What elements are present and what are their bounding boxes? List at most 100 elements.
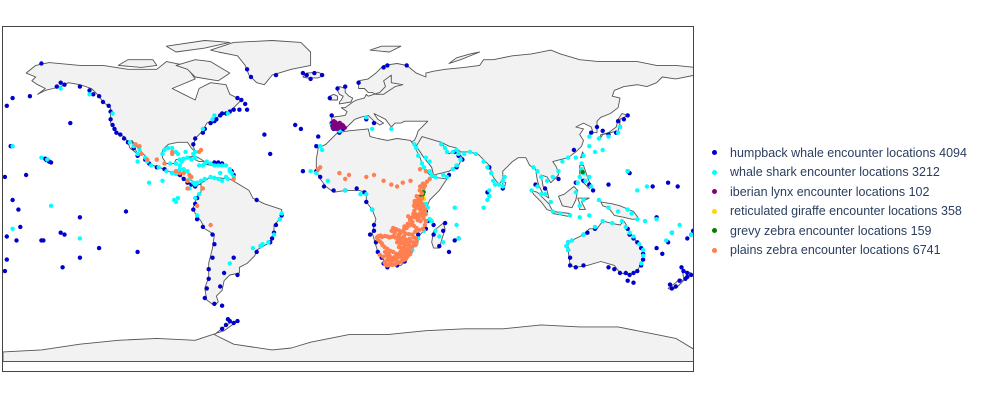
encounter-point[interactable]: [587, 213, 592, 218]
encounter-point[interactable]: [421, 216, 426, 221]
encounter-point[interactable]: [219, 303, 225, 308]
encounter-point[interactable]: [3, 174, 8, 180]
encounter-point[interactable]: [194, 180, 200, 185]
encounter-point[interactable]: [496, 182, 502, 187]
encounter-point[interactable]: [218, 170, 223, 176]
encounter-point[interactable]: [685, 236, 690, 241]
encounter-point[interactable]: [419, 196, 425, 201]
encounter-point[interactable]: [212, 242, 217, 247]
encounter-point[interactable]: [100, 99, 106, 105]
encounter-point[interactable]: [334, 126, 339, 132]
encounter-point[interactable]: [371, 222, 377, 228]
encounter-point[interactable]: [567, 263, 573, 268]
encounter-point[interactable]: [329, 113, 334, 118]
encounter-point[interactable]: [581, 263, 586, 268]
encounter-point[interactable]: [565, 155, 571, 160]
encounter-point[interactable]: [10, 95, 15, 101]
encounter-point[interactable]: [556, 176, 561, 182]
encounter-point[interactable]: [371, 228, 377, 233]
encounter-point[interactable]: [333, 120, 338, 125]
encounter-point[interactable]: [193, 136, 198, 141]
encounter-point[interactable]: [600, 147, 605, 153]
encounter-point[interactable]: [135, 151, 140, 157]
encounter-point[interactable]: [170, 149, 175, 155]
encounter-point[interactable]: [535, 184, 540, 189]
encounter-point[interactable]: [625, 169, 630, 174]
encounter-point[interactable]: [196, 163, 202, 168]
encounter-point[interactable]: [10, 197, 15, 203]
encounter-point[interactable]: [318, 174, 323, 180]
encounter-point[interactable]: [212, 175, 217, 181]
encounter-point[interactable]: [300, 169, 306, 174]
encounter-point[interactable]: [110, 122, 115, 128]
encounter-point[interactable]: [39, 155, 44, 160]
encounter-point[interactable]: [675, 184, 680, 189]
encounter-point[interactable]: [581, 197, 586, 203]
encounter-point[interactable]: [137, 144, 142, 149]
encounter-point[interactable]: [223, 163, 229, 168]
encounter-point[interactable]: [385, 63, 390, 68]
encounter-point[interactable]: [208, 120, 213, 126]
encounter-point[interactable]: [137, 147, 142, 153]
encounter-point[interactable]: [219, 326, 225, 331]
encounter-point[interactable]: [91, 92, 96, 97]
encounter-point[interactable]: [450, 167, 455, 172]
encounter-point[interactable]: [162, 161, 167, 166]
encounter-point[interactable]: [325, 178, 331, 183]
encounter-point[interactable]: [77, 84, 83, 89]
encounter-point[interactable]: [458, 157, 463, 162]
encounter-point[interactable]: [223, 174, 229, 180]
encounter-point[interactable]: [399, 239, 405, 244]
encounter-point[interactable]: [529, 188, 534, 193]
encounter-point[interactable]: [27, 94, 33, 99]
encounter-point[interactable]: [454, 147, 459, 153]
encounter-point[interactable]: [185, 186, 190, 191]
encounter-point[interactable]: [369, 126, 375, 132]
encounter-point[interactable]: [567, 213, 573, 218]
legend-item[interactable]: iberian lynx encounter locations 102: [708, 182, 967, 202]
encounter-point[interactable]: [610, 220, 615, 226]
encounter-point[interactable]: [58, 80, 63, 85]
encounter-point[interactable]: [173, 199, 179, 205]
encounter-point[interactable]: [416, 215, 421, 220]
encounter-point[interactable]: [550, 209, 555, 214]
encounter-point[interactable]: [606, 265, 611, 270]
encounter-point[interactable]: [441, 172, 446, 178]
encounter-point[interactable]: [135, 159, 140, 164]
encounter-point[interactable]: [573, 265, 578, 270]
encounter-point[interactable]: [87, 88, 92, 93]
encounter-point[interactable]: [235, 95, 240, 101]
encounter-point[interactable]: [227, 261, 232, 266]
encounter-point[interactable]: [683, 276, 688, 281]
encounter-point[interactable]: [587, 174, 592, 180]
encounter-point[interactable]: [266, 240, 271, 245]
encounter-point[interactable]: [300, 70, 306, 76]
encounter-point[interactable]: [219, 178, 225, 183]
encounter-point[interactable]: [485, 165, 490, 170]
encounter-point[interactable]: [231, 107, 236, 112]
encounter-point[interactable]: [424, 179, 430, 184]
encounter-point[interactable]: [225, 111, 231, 116]
encounter-point[interactable]: [210, 255, 215, 260]
legend-item[interactable]: reticulated giraffe encounter locations …: [708, 202, 967, 222]
encounter-point[interactable]: [112, 126, 117, 132]
encounter-point[interactable]: [406, 232, 412, 237]
encounter-point[interactable]: [250, 245, 256, 251]
encounter-point[interactable]: [441, 228, 446, 233]
encounter-point[interactable]: [679, 265, 684, 270]
encounter-point[interactable]: [404, 63, 409, 68]
legend-item[interactable]: humpback whale encounter locations 4094: [708, 143, 967, 163]
encounter-point[interactable]: [408, 178, 413, 183]
encounter-point[interactable]: [581, 232, 586, 237]
encounter-point[interactable]: [394, 184, 400, 189]
encounter-point[interactable]: [194, 203, 200, 208]
encounter-point[interactable]: [433, 174, 438, 180]
encounter-point[interactable]: [319, 72, 325, 78]
encounter-point[interactable]: [123, 209, 129, 214]
encounter-point[interactable]: [580, 169, 585, 175]
encounter-point[interactable]: [393, 257, 399, 262]
encounter-point[interactable]: [208, 222, 213, 228]
encounter-point[interactable]: [60, 265, 65, 270]
encounter-point[interactable]: [417, 188, 422, 193]
encounter-point[interactable]: [544, 178, 550, 183]
